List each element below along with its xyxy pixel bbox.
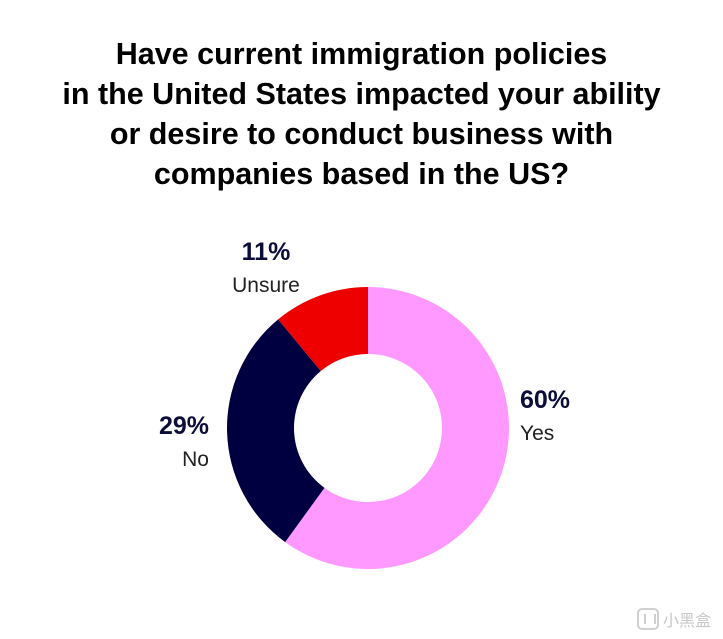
data-label-unsure-name: Unsure [232,274,300,297]
slice-no [226,319,325,543]
title-line-3: or desire to conduct business with [109,117,614,151]
watermark-text: 小黑盒 [662,611,711,630]
xiaoheihe-logo-icon [636,608,659,630]
data-label-yes-name: Yes [520,422,554,445]
slice-unsure [278,287,368,371]
watermark: 小黑盒 [636,607,711,631]
data-label-no-value: 29% [159,412,209,440]
title-line-2: in the United States impacted your abili… [62,77,661,111]
title-line-1: Have current immigration policies [115,37,608,71]
data-label-unsure-value: 11% [242,238,291,266]
data-label-no-name: No [182,448,209,471]
data-label-yes-value: 60% [520,386,570,414]
slice-yes [285,287,510,570]
chart-title: Have current immigration policies in the… [0,34,723,194]
title-line-4: companies based in the US? [153,157,570,191]
